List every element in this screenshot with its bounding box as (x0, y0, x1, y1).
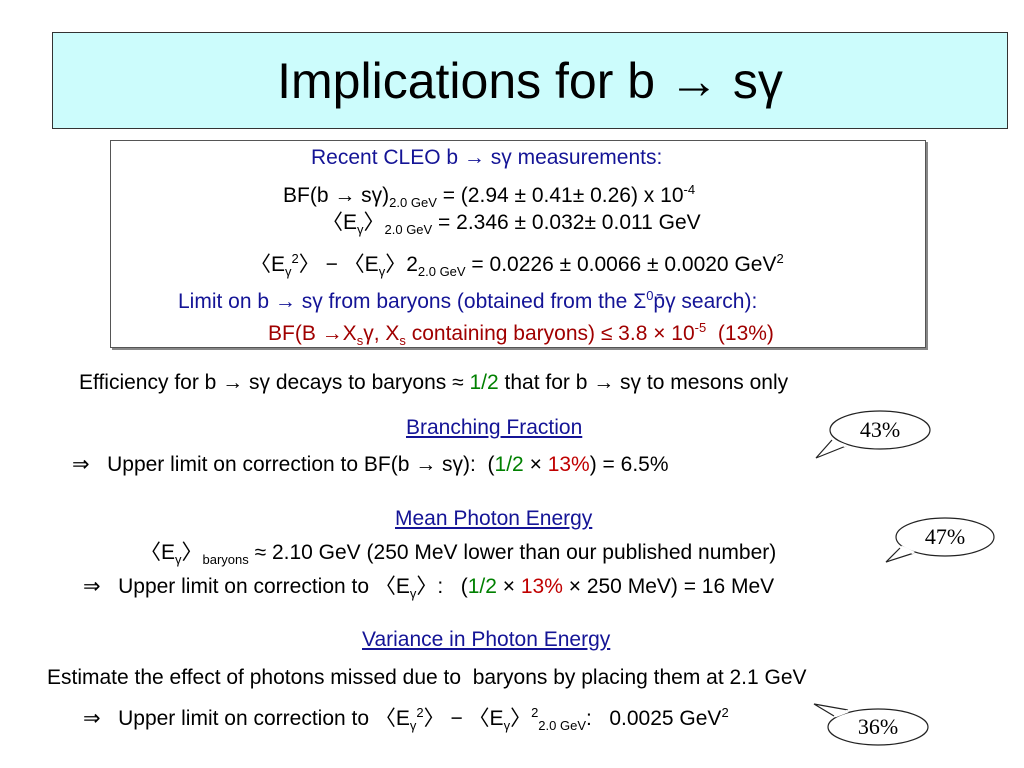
callout-join (834, 709, 849, 718)
text-run: × (496, 575, 521, 598)
callout-join (832, 439, 847, 448)
text-run: containing baryons) ≤ 3.8 × 10 (405, 322, 695, 345)
box-line: 〈Eγ2〉 − 〈Eγ〉22.0 GeV = 0.0226 ± 0.0066 ±… (250, 247, 784, 284)
text-run: ⇒ Upper limit on correction to 〈E (83, 575, 410, 598)
text-run: -5 (694, 320, 707, 335)
text-run: 2.0 GeV (417, 264, 466, 279)
result-line: ⇒ Upper limit on correction to 〈Eγ2〉 − 〈… (83, 701, 729, 738)
text-run: that for b → sγ to mesons only (498, 371, 789, 394)
text-run: : 0.0025 GeV (586, 707, 722, 730)
result-line: 〈Eγ〉baryons ≈ 2.10 GeV (250 MeV lower th… (140, 541, 776, 572)
callout-bubble (829, 410, 931, 450)
measurement-box (110, 140, 926, 348)
text-run: × (523, 453, 548, 476)
text-run: γ (285, 264, 292, 279)
title-box: Implications for b → sγ (52, 32, 1008, 129)
text-run: ⇒ Upper limit on correction to BF(b → sγ… (72, 453, 495, 476)
text-run: = 2.346 ± 0.032± 0.011 GeV (432, 211, 701, 234)
text-run: Recent CLEO b → sγ measurements: (311, 146, 663, 169)
text-run: 0 (646, 288, 654, 303)
text-run: 〉 (363, 211, 385, 234)
section-heading: Branching Fraction (406, 416, 583, 439)
text-run: 〉2 (385, 253, 418, 276)
box-line: Recent CLEO b → sγ measurements: (311, 146, 662, 170)
box-line: BF(B →Xsγ, Xs containing baryons) ≤ 3.8 … (268, 316, 774, 353)
box-line: Limit on b → sγ from baryons (obtained f… (178, 284, 757, 314)
text-run: 13% (520, 575, 563, 598)
text-run: γ (357, 222, 364, 237)
text-run: 13% (547, 453, 590, 476)
result-line: Estimate the effect of photons missed du… (47, 666, 807, 689)
text-run: p̄γ search): (653, 290, 758, 313)
callout-text: 36% (858, 714, 898, 739)
slide-title: Implications for b → sγ (277, 53, 783, 109)
text-run: 〉 − 〈E (423, 707, 504, 730)
callout-text: 43% (860, 417, 900, 442)
callout: 43% (815, 410, 931, 459)
text-run: BF(b → sγ) (283, 184, 390, 207)
text-run: = 0.0226 ± 0.0066 ± 0.0020 GeV (465, 253, 777, 276)
text-run: 〉 (181, 541, 203, 564)
text-run: ≈ 2.10 GeV (250 MeV lower than our publi… (248, 541, 777, 564)
callout-bubble (827, 708, 929, 746)
text-run: 2.0 GeV (538, 718, 586, 733)
text-run: -4 (683, 182, 696, 197)
text-run: γ (409, 718, 417, 733)
callout: 36% (813, 703, 929, 746)
result-line: ⇒ Upper limit on correction to BF(b → sγ… (72, 453, 669, 477)
section-heading: Variance in Photon Energy (362, 628, 611, 651)
text-run: s (399, 333, 406, 348)
text-run: 2.0 GeV (384, 222, 433, 237)
section-heading: Mean Photon Energy (395, 507, 593, 530)
text-run: 〈E (140, 541, 176, 564)
text-run: baryons (202, 552, 249, 567)
result-line: ⇒ Upper limit on correction to 〈Eγ〉: (1/… (83, 575, 774, 606)
text-run: BF(B →X (268, 322, 357, 345)
text-run: 〈E (322, 211, 358, 234)
text-run: γ (378, 264, 386, 279)
text-run: s (356, 333, 364, 348)
callout-join (900, 545, 915, 555)
text-run: 〈E (250, 253, 286, 276)
text-run: 1/2 (494, 453, 524, 476)
text-run: 〉 − 〈E (298, 253, 379, 276)
text-run: Limit on b → sγ from baryons (obtained f… (178, 290, 647, 313)
text-run: γ (175, 552, 182, 567)
callout-bubble (895, 517, 995, 557)
text-run: = (2.94 ± 0.41± 0.26) x 10 (436, 184, 684, 207)
text-run: × 250 MeV) = 16 MeV (562, 575, 775, 598)
efficiency-line: Efficiency for b → sγ decays to baryons … (79, 371, 788, 395)
text-run: ⇒ Upper limit on correction to 〈E (83, 707, 410, 730)
text-run: 2.0 GeV (389, 195, 437, 210)
text-run: γ, X (363, 322, 400, 345)
text-run: 2 (776, 251, 784, 266)
text-run: Efficiency for b → sγ decays to baryons … (79, 371, 470, 394)
callout: 47% (885, 517, 995, 563)
callout-tail (885, 547, 915, 563)
text-run: 1/2 (467, 575, 497, 598)
callout-text: 47% (925, 524, 965, 549)
text-run: 2 (291, 251, 299, 266)
text-run: 2 (721, 705, 729, 720)
box-line: 〈Eγ〉2.0 GeV = 2.346 ± 0.032± 0.011 GeV (322, 211, 701, 242)
text-run: 〉 (510, 707, 532, 730)
text-run: 2 (416, 705, 424, 720)
text-run: 2 (531, 705, 539, 720)
text-run: γ (503, 718, 511, 733)
text-run: 〉: ( (416, 575, 468, 598)
text-run: 1/2 (469, 371, 499, 394)
text-run: ) = 6.5% (589, 453, 669, 476)
text-run: γ (409, 586, 417, 601)
box-line: BF(b → sγ)2.0 GeV = (2.94 ± 0.41± 0.26) … (283, 178, 695, 215)
text-run: (13%) (706, 322, 774, 345)
